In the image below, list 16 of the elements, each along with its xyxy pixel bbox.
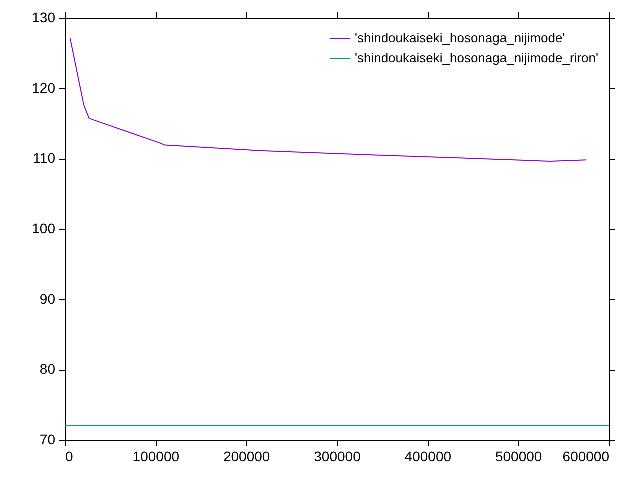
legend-label: 'shindoukaiseki_hosonaga_nijimode' <box>355 30 566 46</box>
y-tick-label: 130 <box>32 10 56 26</box>
x-tick-label: 500000 <box>495 448 542 464</box>
y-tick-label: 120 <box>32 80 56 96</box>
x-tick-label: 400000 <box>404 448 452 464</box>
y-tick-label: 80 <box>40 361 56 378</box>
x-tick-label: 600000 <box>562 448 610 464</box>
y-tick-label: 110 <box>33 150 56 166</box>
legend-label: 'shindoukaiseki_hosonaga_nijimode_riron' <box>355 50 598 66</box>
y-tick-label: 70 <box>40 432 56 448</box>
x-tick-label: 200000 <box>223 448 270 464</box>
x-tick-label: 0 <box>66 448 74 464</box>
x-tick-label: 300000 <box>314 448 362 464</box>
y-tick-label: 90 <box>40 290 56 307</box>
x-tick-label: 100000 <box>132 448 180 464</box>
y-tick-label: 100 <box>32 220 56 236</box>
